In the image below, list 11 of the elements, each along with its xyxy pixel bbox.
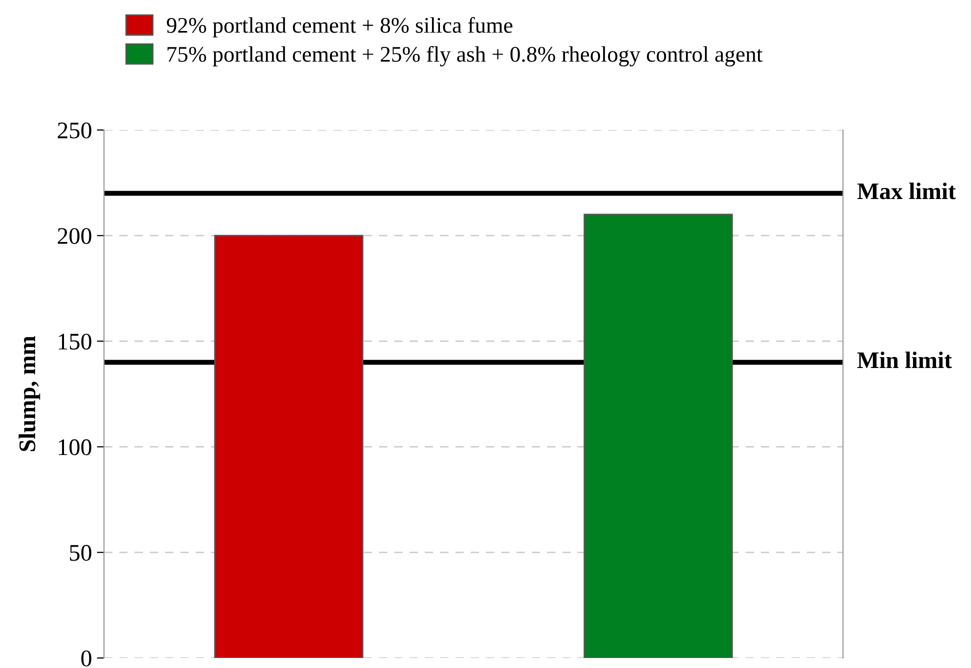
y-tick-label: 0 bbox=[81, 650, 92, 666]
legend-label: 75% portland cement + 25% fly ash + 0.8% rheology control agent bbox=[168, 46, 762, 66]
y-tick-label: 150 bbox=[58, 334, 92, 350]
y-tick-label: 100 bbox=[58, 439, 92, 456]
y-axis-title: Slump, mm bbox=[18, 336, 40, 452]
y-tick-label: 200 bbox=[58, 228, 92, 244]
y-tick-label: 50 bbox=[70, 544, 92, 561]
legend-label: 92% portland cement + 8% silica fume bbox=[166, 17, 512, 38]
ref-line-label: Max limit bbox=[857, 182, 956, 200]
ref-line-label: Min limit bbox=[857, 352, 952, 368]
y-tick-label: 250 bbox=[58, 122, 92, 138]
